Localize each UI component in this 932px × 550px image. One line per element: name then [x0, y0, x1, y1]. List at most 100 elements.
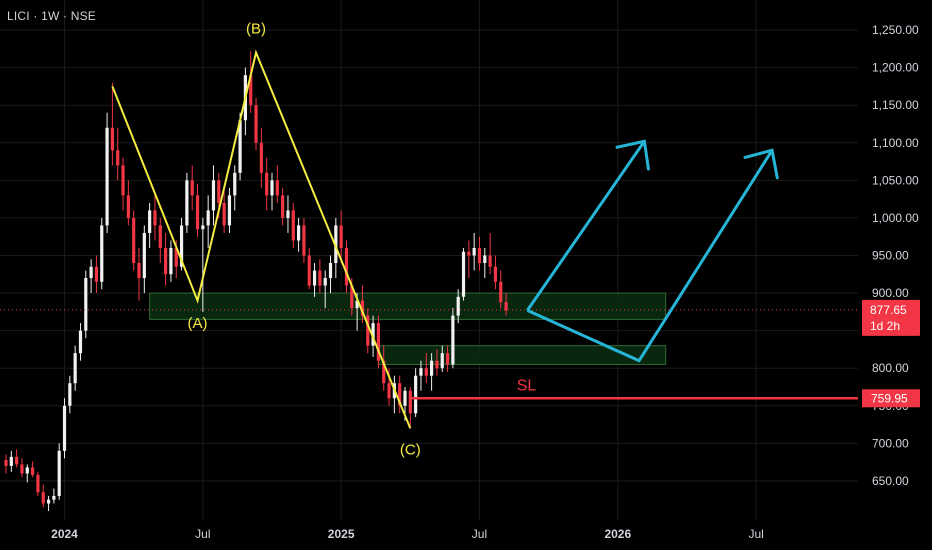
candle [105, 112, 109, 233]
y-tick-label: 1,250.00 [872, 23, 919, 37]
candle [307, 247, 311, 290]
wave-label: (B) [246, 21, 266, 38]
candle [41, 484, 45, 508]
candle [121, 157, 125, 211]
candle [270, 172, 274, 211]
candle [137, 247, 141, 301]
candle [132, 210, 136, 271]
candle [493, 255, 498, 290]
wave-label: (C) [400, 441, 421, 458]
stop-loss-label: SL [517, 377, 537, 394]
candle [110, 82, 114, 166]
candle [504, 293, 508, 316]
candle [116, 127, 120, 181]
candle [451, 308, 455, 369]
support-zone [377, 345, 667, 365]
candle [254, 97, 258, 151]
y-tick-label: 800.00 [872, 361, 909, 375]
candle [281, 187, 285, 226]
candle [291, 202, 295, 248]
candle [467, 240, 471, 279]
candle [169, 240, 173, 282]
y-tick-label: 650.00 [872, 474, 909, 488]
y-tick-label: 1,000.00 [872, 211, 919, 225]
candle [222, 187, 226, 233]
current-price-badge [862, 299, 920, 336]
candle [233, 165, 237, 211]
y-tick-label: 1,100.00 [872, 136, 919, 150]
current-price-label: 877.65 [870, 303, 907, 317]
candle [483, 247, 487, 279]
candle [62, 398, 67, 459]
x-tick-label: Jul [472, 527, 487, 541]
support-zones [149, 292, 667, 365]
candle [419, 360, 423, 391]
x-tick-label: 2025 [328, 527, 355, 541]
candle [36, 471, 40, 496]
y-tick-label: 950.00 [872, 248, 909, 262]
candle [376, 315, 380, 369]
candle [31, 461, 35, 478]
candlestick-series [4, 51, 508, 511]
candle [185, 172, 189, 233]
candle [227, 187, 232, 233]
candle [68, 375, 72, 414]
candle [435, 349, 439, 376]
candle [445, 345, 450, 372]
projection-path-long [526, 149, 774, 363]
candle [398, 375, 402, 414]
candle [46, 495, 51, 511]
candle [318, 259, 322, 294]
candle [424, 353, 428, 384]
bar-countdown-label: 1d 2h [870, 319, 900, 333]
wave-label: (A) [188, 315, 208, 332]
candle [15, 449, 19, 468]
support-zone [149, 292, 667, 320]
candle [488, 232, 492, 275]
candle [249, 51, 253, 113]
projection-arrowhead-short [615, 139, 650, 171]
projection-arrowhead-long [743, 148, 779, 180]
candle [164, 232, 168, 286]
candle [126, 180, 130, 226]
candle [153, 195, 157, 241]
candle [148, 202, 152, 248]
candle [142, 225, 146, 294]
candle [430, 353, 434, 391]
time-axis: 2024 Jul 2025 Jul 2026 Jul [51, 527, 764, 541]
candle [328, 255, 333, 294]
candle [25, 464, 29, 483]
price-axis: 650.00700.00750.00800.00900.00950.001,00… [862, 23, 920, 488]
drawing-overlays: SL (A) (B) (C) [0, 21, 858, 458]
candle [84, 270, 88, 339]
candle [297, 217, 301, 252]
candle [57, 443, 61, 500]
candle [201, 217, 205, 312]
candle [190, 165, 194, 211]
candle [78, 323, 83, 361]
candle [211, 165, 216, 226]
stop-loss-price-label: 759.95 [871, 391, 908, 405]
candle [158, 217, 162, 264]
y-tick-label: 1,150.00 [872, 98, 919, 112]
candle [360, 285, 365, 324]
x-tick-label: 2026 [604, 527, 631, 541]
stop-loss-badge [862, 389, 920, 408]
candle [4, 454, 8, 474]
y-tick-label: 1,200.00 [872, 61, 919, 75]
candle [9, 450, 13, 472]
candle [323, 270, 327, 309]
candle [275, 165, 279, 203]
candle [286, 195, 290, 233]
symbol-title: LICI · 1W · NSE [7, 9, 97, 23]
projection-path-short [526, 140, 646, 312]
y-tick-label: 900.00 [872, 286, 909, 300]
candle [52, 488, 56, 504]
candle [344, 240, 349, 294]
candle [20, 458, 24, 478]
candle [461, 247, 466, 301]
candle [456, 289, 460, 324]
candle [499, 270, 503, 309]
candle [259, 127, 263, 188]
